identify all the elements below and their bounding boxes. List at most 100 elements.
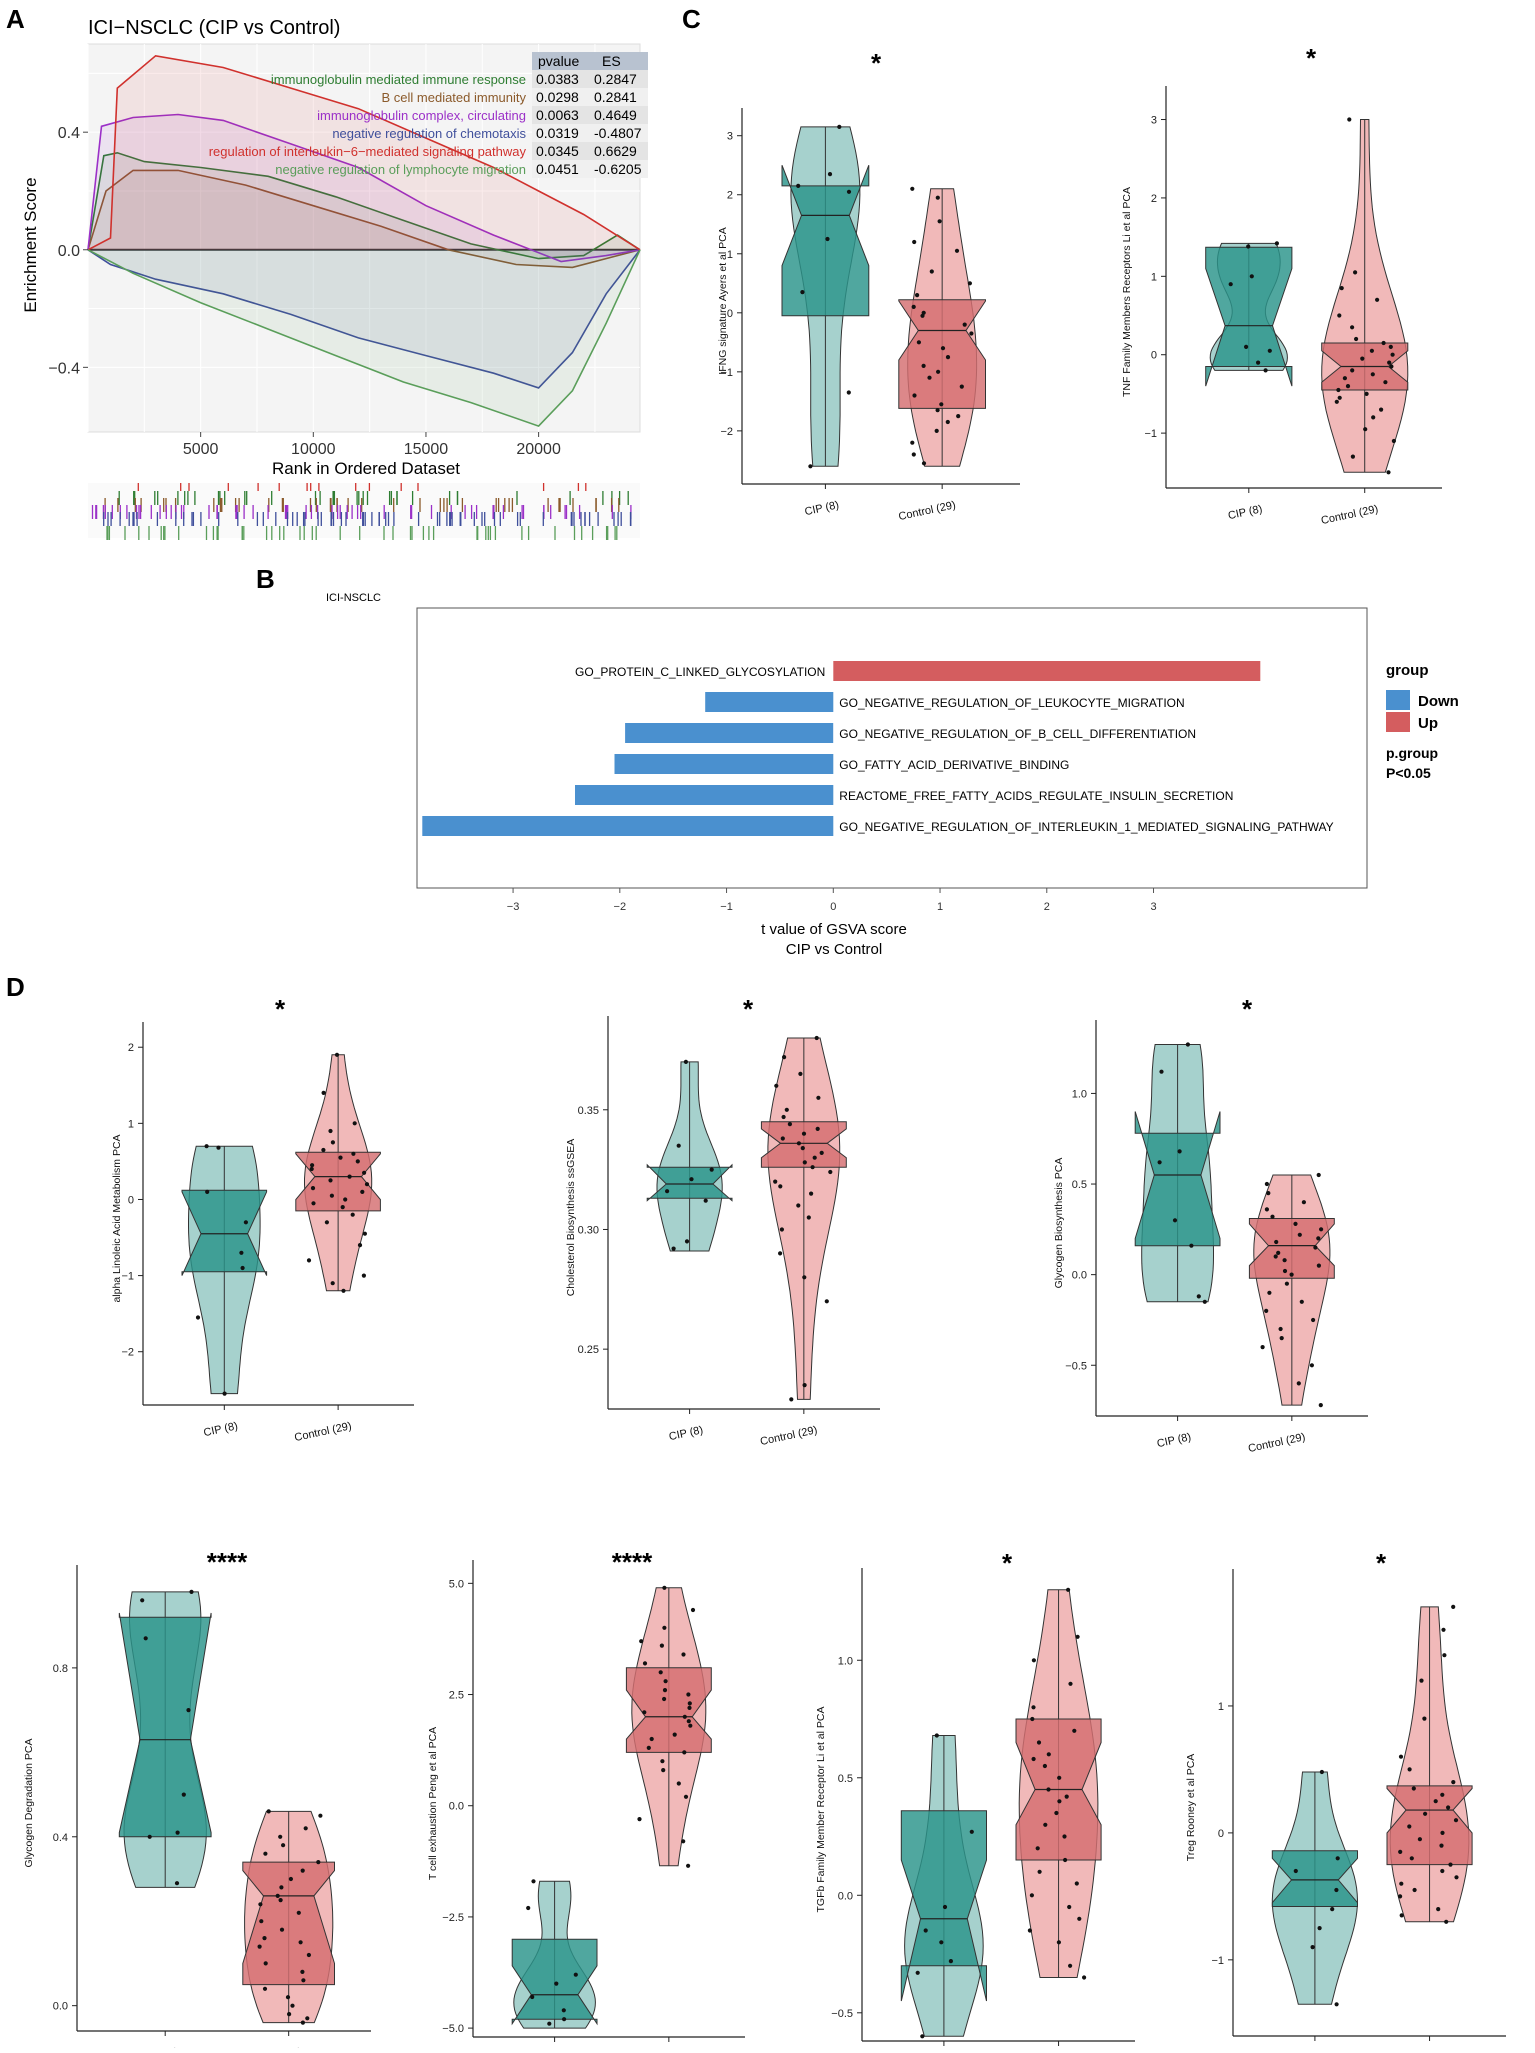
gsea-table-header-es: ES bbox=[602, 53, 621, 69]
panel-label-a: A bbox=[6, 4, 25, 34]
panel-label-d: D bbox=[6, 972, 25, 1002]
violin-y-tick-label: 0.8 bbox=[53, 1663, 68, 1675]
data-point bbox=[828, 1169, 833, 1175]
significance-stars: * bbox=[1376, 1548, 1387, 1578]
gsva-bar-3 bbox=[625, 723, 834, 743]
gsva-bar-4 bbox=[614, 754, 834, 774]
data-point bbox=[687, 1701, 692, 1706]
data-point bbox=[306, 1258, 312, 1263]
data-point bbox=[1075, 1634, 1080, 1639]
data-point bbox=[1419, 1678, 1424, 1683]
data-point bbox=[360, 1189, 365, 1194]
gsea-curve-6 bbox=[87, 249, 641, 428]
violin-y-tick-label: 1 bbox=[1218, 1701, 1224, 1713]
violin-y-tick-label: −5.0 bbox=[442, 2023, 464, 2035]
gsva-xlabel2: CIP vs Control bbox=[786, 941, 882, 958]
gsva-bar-2 bbox=[705, 692, 834, 712]
data-point bbox=[959, 384, 964, 389]
gsea-table-header-bg bbox=[532, 52, 648, 70]
data-point bbox=[1336, 387, 1341, 393]
data-point bbox=[1398, 1849, 1403, 1854]
data-point bbox=[911, 452, 916, 457]
gsea-x-tick-label: 10000 bbox=[291, 441, 336, 458]
data-point bbox=[357, 1243, 363, 1248]
violin-x-tick-label: Control (29) bbox=[293, 1420, 352, 1444]
data-point bbox=[301, 1978, 306, 1983]
data-point bbox=[554, 1981, 559, 1986]
data-point bbox=[364, 1182, 370, 1187]
data-point bbox=[257, 1944, 262, 1949]
data-point bbox=[186, 1708, 191, 1713]
data-point bbox=[1082, 1975, 1087, 1980]
data-point bbox=[954, 248, 960, 253]
gsva-bar-label: GO_NEGATIVE_REGULATION_OF_LEUKOCYTE_MIGR… bbox=[839, 696, 1184, 710]
data-point bbox=[526, 1905, 531, 1911]
data-point bbox=[1363, 427, 1368, 432]
violin-box bbox=[181, 1189, 268, 1276]
violin-y-tick-label: 0.0 bbox=[1072, 1270, 1087, 1282]
data-point bbox=[703, 1198, 708, 1203]
data-point bbox=[912, 239, 917, 245]
data-point bbox=[1264, 1181, 1269, 1187]
data-point bbox=[1379, 407, 1384, 412]
data-point bbox=[1274, 1239, 1279, 1245]
data-point bbox=[812, 1155, 817, 1160]
gsva-bar-1 bbox=[833, 661, 1261, 681]
data-point bbox=[937, 219, 942, 224]
data-point bbox=[1381, 340, 1386, 346]
data-point bbox=[815, 1126, 820, 1131]
data-point bbox=[1350, 454, 1355, 459]
data-point bbox=[683, 1059, 689, 1064]
gsea-gene-set-label: regulation of interleukin−6−mediated sig… bbox=[209, 144, 527, 159]
data-point bbox=[1063, 1857, 1068, 1863]
data-point bbox=[143, 1636, 148, 1641]
data-point bbox=[800, 290, 805, 295]
data-point bbox=[340, 1205, 345, 1210]
data-point bbox=[1077, 1916, 1082, 1921]
violin-plot-c1: −2 −1 0 1 2 3 IFNG signature Ayers et al PCA * C… bbox=[717, 48, 1020, 523]
data-point bbox=[969, 331, 974, 336]
data-point bbox=[1399, 1913, 1404, 1918]
data-point bbox=[1279, 1336, 1284, 1341]
data-point bbox=[147, 1834, 152, 1839]
data-point bbox=[361, 1273, 366, 1278]
data-point bbox=[1422, 1716, 1427, 1721]
data-point bbox=[956, 414, 961, 419]
data-point bbox=[1064, 1794, 1069, 1799]
data-point bbox=[1345, 384, 1351, 389]
data-point bbox=[671, 1246, 676, 1251]
violin-x-tick-label: CIP (8) bbox=[668, 1424, 704, 1443]
violin-y-tick-label: 3 bbox=[727, 131, 733, 143]
gsea-es-cell: 0.2847 bbox=[594, 71, 637, 87]
data-point bbox=[920, 2034, 925, 2039]
data-point bbox=[1318, 1403, 1323, 1408]
data-point bbox=[1031, 1756, 1036, 1762]
gsea-area-1 bbox=[88, 152, 640, 259]
data-point bbox=[306, 1952, 311, 1958]
data-point bbox=[676, 1781, 681, 1786]
violin-box bbox=[1205, 246, 1293, 387]
violin-y-tick-label: 0.25 bbox=[578, 1344, 599, 1356]
data-point bbox=[1276, 1250, 1281, 1255]
data-point bbox=[1062, 1834, 1067, 1839]
data-point bbox=[1409, 1856, 1414, 1861]
data-point bbox=[1350, 325, 1355, 330]
data-point bbox=[329, 1193, 334, 1198]
gsea-pvalue-cell: 0.0319 bbox=[536, 125, 579, 141]
data-point bbox=[1311, 1317, 1316, 1323]
data-point bbox=[1369, 348, 1374, 353]
data-point bbox=[1360, 356, 1365, 361]
data-point bbox=[1436, 1907, 1441, 1912]
data-point bbox=[334, 1052, 340, 1057]
violin-box bbox=[1248, 1218, 1335, 1279]
data-point bbox=[1256, 360, 1261, 365]
data-point bbox=[1398, 1754, 1404, 1759]
data-point bbox=[824, 1299, 829, 1304]
data-point bbox=[1296, 1381, 1301, 1386]
gsea-pvalue-cell: 0.0383 bbox=[536, 71, 579, 87]
gsva-bar-label: GO_NEGATIVE_REGULATION_OF_INTERLEUKIN_1_… bbox=[839, 820, 1333, 834]
data-point bbox=[784, 1107, 789, 1112]
gsva-bar-6 bbox=[422, 816, 834, 836]
data-point bbox=[1046, 1752, 1051, 1757]
data-point bbox=[672, 1732, 677, 1737]
